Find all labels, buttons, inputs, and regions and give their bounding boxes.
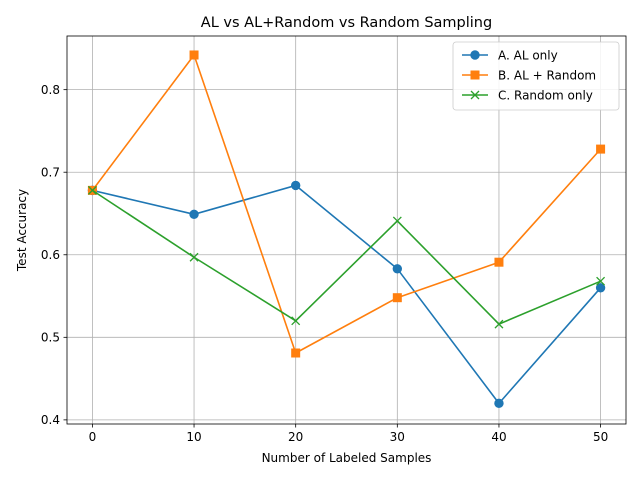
legend-box bbox=[452, 41, 620, 111]
x-tick-label: 50 bbox=[593, 430, 608, 444]
data-point-series-1 bbox=[494, 398, 504, 409]
legend-marker bbox=[470, 90, 480, 100]
legend: A. AL only B. AL + Random C. Random only bbox=[452, 41, 620, 111]
chart-title: AL vs AL+Random vs Random Sampling bbox=[201, 15, 492, 31]
data-point-series-3 bbox=[596, 276, 606, 286]
legend-marker bbox=[470, 70, 480, 80]
legend-entry-3: C. Random only bbox=[462, 88, 593, 102]
marker-stroke bbox=[494, 319, 504, 329]
data-point-series-3 bbox=[494, 319, 504, 329]
data-point-series-3 bbox=[392, 216, 402, 226]
x-axis-label: Number of Labeled Samples bbox=[262, 451, 432, 465]
series-layer bbox=[87, 50, 606, 409]
y-tick-label: 0.5 bbox=[41, 331, 60, 345]
legend-label: B. AL + Random bbox=[498, 68, 596, 82]
y-axis-label: Test Accuracy bbox=[15, 189, 29, 272]
data-point-series-2 bbox=[291, 348, 301, 358]
legend-entry-1: A. AL only bbox=[462, 48, 558, 62]
legend-entry-2: B. AL + Random bbox=[462, 68, 596, 82]
marker-stroke bbox=[87, 185, 97, 195]
data-point-series-3 bbox=[291, 316, 301, 326]
data-point-series-3 bbox=[87, 185, 97, 195]
legend-label: A. AL only bbox=[498, 48, 558, 62]
y-tick-label: 0.4 bbox=[41, 413, 60, 427]
data-point-series-1 bbox=[189, 209, 199, 220]
y-tick-label: 0.7 bbox=[41, 166, 60, 180]
data-point-series-2 bbox=[392, 293, 402, 303]
ticks: 0 10 20 30 40 50 0.4 0.5 0.6 0.7 0.8 bbox=[41, 83, 608, 444]
marker-stroke bbox=[291, 316, 301, 326]
x-tick-label: 0 bbox=[89, 430, 97, 444]
data-point-series-1 bbox=[392, 264, 403, 274]
series-line-2 bbox=[91, 54, 602, 354]
x-tick-label: 20 bbox=[288, 430, 303, 444]
data-point-series-2 bbox=[494, 257, 504, 267]
x-tick-label: 30 bbox=[390, 430, 405, 444]
series-line-1 bbox=[92, 184, 602, 405]
data-point-series-2 bbox=[189, 50, 199, 60]
plot-frame bbox=[66, 35, 627, 425]
data-point-series-1 bbox=[290, 180, 301, 191]
y-tick-label: 0.8 bbox=[41, 83, 60, 97]
x-tick-label: 40 bbox=[491, 430, 506, 444]
data-point-series-1 bbox=[595, 283, 606, 293]
marker-stroke bbox=[596, 276, 606, 286]
legend-marker bbox=[470, 50, 480, 60]
data-point-series-3 bbox=[189, 252, 199, 262]
x-tick-label: 10 bbox=[186, 430, 201, 444]
data-point-series-2 bbox=[596, 144, 606, 154]
legend-label: C. Random only bbox=[498, 88, 593, 102]
y-tick-label: 0.6 bbox=[41, 248, 60, 262]
series-line-3 bbox=[91, 189, 601, 325]
marker-stroke bbox=[392, 216, 402, 226]
marker-stroke bbox=[470, 90, 480, 100]
marker-stroke bbox=[189, 252, 199, 262]
